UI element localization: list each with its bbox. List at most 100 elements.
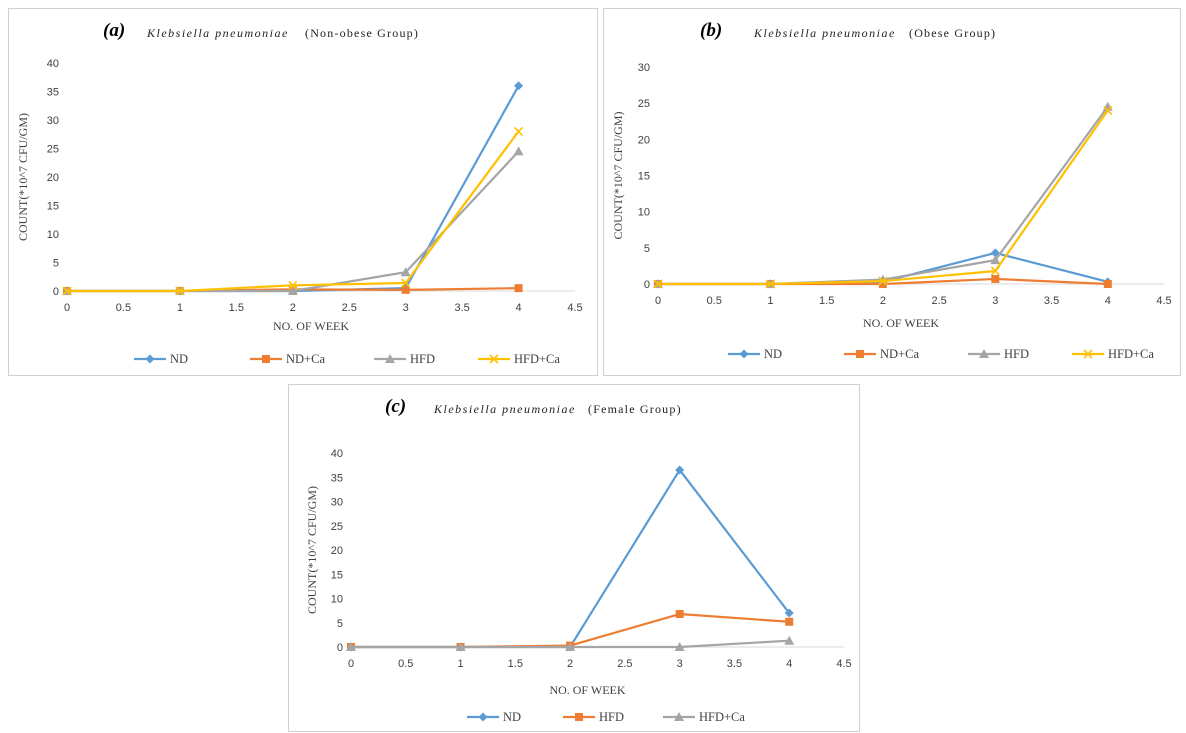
y-tick-label: 15 (638, 171, 650, 183)
chart-title-organism: Klebsiella pneumoniae (753, 26, 896, 40)
x-axis-label: NO. OF WEEK (273, 319, 349, 333)
x-tick-label: 0.5 (116, 302, 131, 314)
series-line (658, 106, 1109, 286)
legend-label: HFD (599, 710, 624, 724)
data-point (513, 126, 524, 136)
data-point (513, 146, 524, 156)
legend-item: HFD+Ca (478, 352, 560, 366)
data-point (990, 266, 1000, 276)
data-point (785, 617, 794, 626)
x-axis-label: NO. OF WEEK (549, 683, 625, 697)
legend-item: ND+Ca (844, 347, 919, 361)
x-tick-label: 3 (992, 295, 998, 307)
data-point (175, 286, 185, 296)
data-point (62, 286, 72, 296)
x-tick-label: 2 (290, 302, 296, 314)
series-line (67, 130, 520, 293)
x-tick-label: 2.5 (342, 302, 357, 314)
legend-label: ND+Ca (286, 352, 325, 366)
chart-title-organism: Klebsiella pneumoniae (433, 402, 576, 416)
data-point (401, 278, 411, 288)
data-point (674, 642, 685, 651)
legend-label: ND+Ca (880, 347, 919, 361)
y-axis-label: COUNT(*10^7 CFU/GM) (611, 112, 625, 240)
data-point (1103, 105, 1113, 115)
legend-item: HFD (968, 347, 1029, 361)
legend-item: HFD+Ca (1072, 347, 1154, 361)
y-axis-label: COUNT(*10^7 CFU/GM) (305, 486, 319, 614)
x-tick-label: 4 (1105, 295, 1111, 307)
chart-svg-b: (b) Klebsiella pneumoniae (Obese Group) 0 5 1… (611, 20, 1172, 361)
legend-label: HFD (410, 352, 435, 366)
x-tick-label: 1 (177, 302, 183, 314)
y-tick-label: 25 (638, 98, 650, 110)
x-tick-label: 1.5 (508, 658, 523, 670)
x-tick-label: 2.5 (931, 295, 946, 307)
y-tick-label: 30 (331, 497, 343, 509)
y-tick-label: 25 (331, 521, 343, 533)
y-tick-label: 20 (638, 134, 650, 146)
legend-marker (262, 355, 270, 363)
x-tick-label: 0 (655, 295, 661, 307)
data-point (346, 642, 356, 651)
legend-marker (478, 712, 488, 722)
chart-svg-c: (c) Klebsiella pneumoniae (Female Group) 0 5… (305, 396, 852, 724)
y-tick-label: 5 (337, 618, 343, 630)
legend-marker (145, 354, 155, 364)
chart-panel-a: (a) Klebsiella pneumoniae (Non-obese Group… (8, 8, 598, 376)
legend-marker (739, 349, 749, 359)
legend-marker (674, 712, 684, 721)
legend-item: HFD (374, 352, 435, 366)
series-nd (346, 465, 794, 652)
y-tick-label: 0 (53, 286, 59, 298)
data-point (514, 284, 523, 293)
panel-label: (c) (385, 396, 406, 417)
legend-label: HFD+Ca (699, 710, 745, 724)
data-point (990, 248, 1000, 258)
x-tick-label: 2 (880, 295, 886, 307)
y-tick-label: 10 (331, 594, 343, 606)
x-tick-label: 1 (457, 658, 463, 670)
chart-title-group: (Obese Group) (909, 26, 996, 40)
data-point (878, 280, 887, 288)
data-point (784, 608, 794, 618)
data-point (675, 465, 685, 475)
y-tick-label: 15 (331, 569, 343, 581)
chart-svg-a: (a) Klebsiella pneumoniae (Non-obese Group… (16, 20, 583, 366)
data-point (784, 635, 795, 645)
x-tick-label: 3 (403, 302, 409, 314)
y-tick-label: 10 (638, 207, 650, 219)
y-tick-label: 20 (331, 545, 343, 557)
data-point (565, 642, 576, 651)
x-tick-label: 4 (515, 302, 521, 314)
x-tick-label: 3 (677, 658, 683, 670)
x-tick-label: 4.5 (567, 302, 582, 314)
legend-item: HFD (563, 710, 624, 724)
y-axis-label: COUNT(*10^7 CFU/GM) (16, 113, 30, 241)
legend-marker (489, 354, 499, 364)
y-tick-label: 30 (47, 115, 59, 127)
legend-marker (385, 354, 395, 363)
legend-marker (979, 349, 989, 358)
legend-label: HFD+Ca (514, 352, 560, 366)
data-point (990, 255, 1001, 265)
series-line (351, 468, 791, 649)
legend-label: ND (170, 352, 188, 366)
legend-item: HFD+Ca (663, 710, 745, 724)
y-tick-label: 0 (337, 642, 343, 654)
y-tick-label: 5 (53, 258, 59, 270)
x-tick-label: 4 (786, 658, 792, 670)
series-hfd-plus-ca (653, 105, 1113, 289)
data-point (1103, 280, 1112, 288)
y-tick-label: 5 (644, 243, 650, 255)
x-tick-label: 1 (767, 295, 773, 307)
x-tick-label: 3.5 (1044, 295, 1059, 307)
series-hfd (62, 146, 524, 295)
legend-item: ND+Ca (250, 352, 325, 366)
y-tick-label: 40 (47, 58, 59, 70)
y-tick-label: 15 (47, 201, 59, 213)
x-tick-label: 2 (567, 658, 573, 670)
legend-marker (575, 713, 583, 721)
data-point (401, 285, 410, 294)
legend-label: ND (503, 710, 521, 724)
